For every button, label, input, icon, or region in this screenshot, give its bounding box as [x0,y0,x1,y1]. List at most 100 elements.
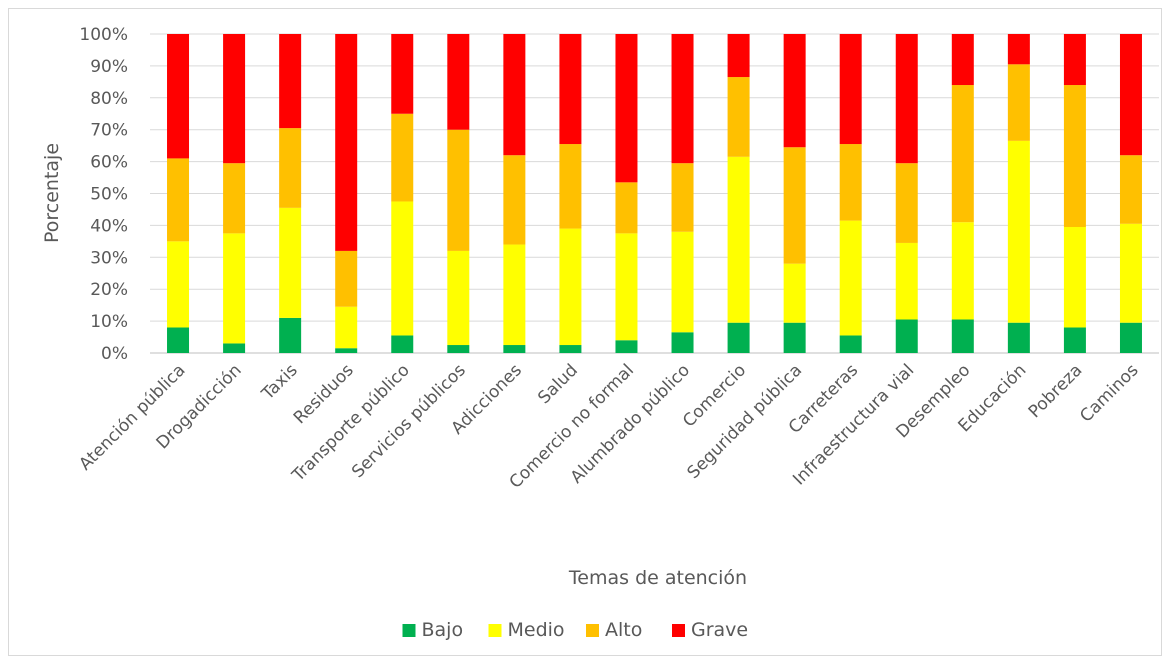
y-axis-ticks: 0% 10% 20% 30% 40% 50% 60% 70% 80% 90% 100% [79,25,128,364]
bar-segment-grave [1063,34,1086,86]
bar-segment-medio [727,156,750,323]
y-tick-label: 70% [90,121,128,141]
y-tick-label: 100% [79,25,128,45]
bar-segment-alto [391,113,414,202]
gridlines [150,33,1159,354]
y-tick-label: 60% [90,153,128,173]
legend-label-alto: Alto [605,619,642,641]
bar-segment-alto [447,129,470,251]
bar-segment-alto [503,155,526,245]
bars [167,34,1142,353]
bar-segment-alto [167,158,190,242]
legend-label-grave: Grave [691,619,748,641]
bar-segment-medio [391,201,414,336]
bar-segment-bajo [391,335,414,353]
bar-segment-medio [1119,223,1142,323]
bar-segment-medio [783,263,806,323]
bar-segment-grave [727,34,750,78]
y-tick-label: 50% [90,185,128,205]
x-tick-label: Taxis [257,360,301,404]
bar-segment-alto [1063,85,1086,227]
bar-segment-bajo [895,319,918,353]
bar-segment-medio [559,228,582,346]
x-tick-label: Atención pública [75,360,189,474]
legend-label-bajo: Bajo [422,619,464,641]
bar-segment-medio [223,233,246,344]
bar-segment-bajo [279,317,302,353]
bar-segment-bajo [783,322,806,353]
bar-segment-grave [951,34,974,86]
bar-segment-grave [671,34,694,164]
y-tick-label: 90% [90,57,128,77]
y-tick-label: 80% [90,89,128,109]
bar-segment-grave [895,34,918,164]
bar-segment-medio [167,241,190,328]
bar-segment-medio [895,242,918,320]
bar-segment-alto [279,128,302,208]
bar-segment-bajo [503,345,526,353]
bar-segment-medio [671,231,694,333]
y-axis-title: Porcentaje [41,143,63,243]
y-tick-label: 10% [90,312,128,332]
bar-segment-alto [615,182,638,234]
bar-segment-bajo [1119,322,1142,353]
bar-segment-grave [503,34,526,156]
bar-segment-grave [447,34,470,130]
bar-segment-grave [279,34,302,129]
x-axis-title: Temas de atención [568,567,747,589]
bar-segment-bajo [1063,327,1086,353]
bar-segment-medio [615,233,638,341]
bar-segment-medio [279,207,302,318]
bar-segment-grave [1007,34,1030,65]
bar-segment-grave [783,34,806,148]
legend-swatch-alto [586,624,599,637]
bar-segment-grave [335,34,358,251]
bar-segment-bajo [671,332,694,353]
bar-segment-bajo [447,345,470,353]
bar-segment-bajo [223,343,246,353]
legend-swatch-grave [672,624,685,637]
bar-segment-bajo [167,327,190,353]
bar-segment-grave [167,34,190,159]
bar-segment-medio [1063,226,1086,328]
legend-swatch-medio [488,624,502,637]
bar-segment-medio [503,244,526,346]
legend-label-medio: Medio [508,619,565,641]
x-tick-label: Caminos [1076,360,1142,426]
y-tick-label: 0% [101,344,128,364]
bar-segment-alto [671,163,694,232]
bar-segment-medio [447,250,470,346]
bar-segment-alto [1007,64,1030,141]
bar-segment-alto [1119,155,1142,224]
bar-segment-bajo [727,322,750,353]
y-tick-label: 30% [90,248,128,268]
bar-segment-alto [951,85,974,223]
x-tick-label: Salud [534,360,582,408]
bar-segment-grave [223,34,246,164]
bar-segment-alto [559,144,582,229]
bar-segment-bajo [615,340,638,353]
bar-segment-grave [391,34,414,114]
legend: Bajo Medio Alto Grave [402,619,748,641]
bar-segment-grave [559,34,582,145]
bar-segment-grave [615,34,638,183]
bar-segment-alto [223,163,246,234]
bar-segment-alto [727,77,750,157]
bar-segment-bajo [839,335,862,353]
bar-segment-bajo [1007,322,1030,353]
bar-segment-alto [839,144,862,221]
bar-segment-medio [951,222,974,320]
bar-segment-alto [895,163,918,243]
bar-segment-bajo [951,319,974,353]
bar-segment-alto [335,250,358,307]
bar-segment-bajo [559,345,582,353]
bar-segment-grave [1119,34,1142,156]
legend-swatch-bajo [402,624,416,637]
bar-segment-medio [335,306,358,349]
y-tick-label: 20% [90,280,128,300]
bar-segment-medio [1007,140,1030,323]
y-tick-label: 40% [90,216,128,236]
bar-segment-bajo [335,348,358,353]
